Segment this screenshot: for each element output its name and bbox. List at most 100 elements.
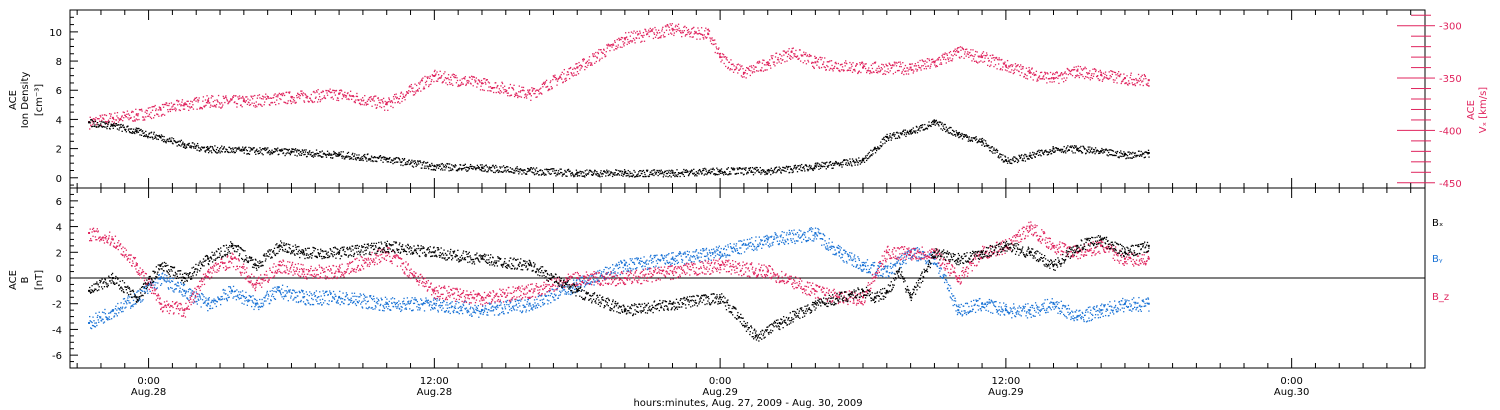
ion-density-sample (832, 164, 835, 166)
vx-sample (642, 36, 644, 38)
vx-sample (119, 117, 122, 120)
by-sample (183, 283, 186, 286)
vx-sample (189, 107, 191, 109)
ion-density-sample (581, 175, 583, 177)
vx-sample (645, 30, 647, 33)
ion-density-sample (780, 172, 782, 174)
vx-sample (608, 45, 611, 47)
ion-density-sample (733, 168, 736, 170)
ion-density-sample (939, 121, 942, 123)
vx-sample (956, 49, 958, 52)
ion-density-sample (1110, 154, 1112, 156)
vx-sample (803, 51, 805, 53)
ion-density-sample (1012, 157, 1014, 159)
ion-density-sample (769, 169, 771, 171)
vx-sample (726, 56, 728, 59)
ion-density-sample (812, 169, 814, 172)
by-sample (229, 290, 231, 293)
vx-sample (1104, 73, 1106, 76)
vx-sample (579, 64, 582, 66)
vx-sample (160, 115, 163, 117)
ion-density-sample (1143, 156, 1145, 159)
ion-density-sample (262, 154, 264, 156)
ion-density-sample (292, 148, 295, 150)
by-sample (166, 275, 168, 277)
vx-sample (287, 102, 289, 104)
vx-sample (955, 54, 957, 56)
vx-sample (704, 30, 706, 32)
vx-sample (1144, 75, 1146, 77)
vx-sample (1147, 82, 1149, 84)
vx-sample (874, 62, 876, 64)
ion-density-sample (148, 133, 150, 135)
by-sample (300, 299, 302, 302)
ion-density-sample (958, 131, 961, 134)
vx-sample (131, 110, 133, 112)
vx-sample (860, 71, 862, 74)
by-sample (401, 309, 403, 311)
ion-density-sample (719, 172, 722, 174)
ion-density-sample (544, 168, 546, 171)
ion-density-sample (143, 135, 145, 137)
ion-density-sample (912, 131, 914, 134)
ion-density-sample (356, 154, 358, 156)
ion-density-sample (797, 165, 800, 167)
by-sample (428, 302, 430, 304)
vx-sample (411, 87, 413, 90)
vx-sample (324, 97, 327, 100)
ion-density-sample (488, 166, 491, 168)
vx-sample (174, 107, 176, 109)
ion-density-sample (119, 124, 121, 126)
ion-density-sample (281, 148, 283, 150)
ion-density-sample (978, 140, 980, 143)
ion-density-sample (360, 157, 362, 159)
by-sample (398, 300, 400, 302)
vx-sample (653, 32, 655, 34)
vx-sample (342, 93, 344, 95)
vx-sample (400, 91, 403, 93)
vx-sample (952, 55, 954, 57)
vx-sample (413, 94, 416, 96)
vx-sample (620, 36, 623, 39)
by-sample (260, 305, 263, 307)
ion-density-sample (507, 169, 509, 171)
ion-density-sample (593, 171, 595, 173)
vx-sample (704, 36, 706, 38)
ion-density-tick-label: 6 (56, 86, 62, 97)
vx-sample (626, 43, 628, 46)
by-sample (393, 301, 395, 303)
vx-sample (99, 114, 101, 117)
ion-density-sample (552, 170, 554, 172)
ion-density-sample (358, 154, 360, 156)
ion-density-sample (212, 147, 214, 149)
vx-sample (782, 50, 784, 52)
by-sample (105, 316, 108, 319)
ion-density-sample (673, 174, 675, 176)
vx-sample (295, 94, 298, 97)
by-sample (419, 309, 421, 311)
vx-sample (816, 60, 819, 62)
vx-sample (703, 38, 705, 40)
ion-density-sample (1043, 153, 1045, 156)
vx-sample (433, 70, 436, 73)
vx-sample (148, 113, 151, 115)
ion-density-sample (281, 149, 284, 152)
vx-sample (138, 118, 140, 121)
ion-density-sample (597, 175, 599, 177)
vx-sample (619, 46, 622, 48)
ion-density-sample (278, 153, 280, 155)
ion-density-sample (110, 125, 112, 127)
ion-density-sample (181, 144, 183, 146)
ion-density-sample (274, 150, 276, 153)
vx-sample (254, 106, 256, 108)
vx-sample (160, 109, 162, 111)
ion-density-sample (1130, 152, 1132, 154)
ion-density-sample (349, 156, 351, 158)
by-sample (137, 290, 139, 292)
ion-density-sample (926, 128, 929, 130)
ion-density-sample (577, 174, 579, 177)
vx-sample (524, 94, 526, 96)
vx-sample (998, 57, 1000, 59)
by-sample (108, 316, 110, 318)
vx-sample (198, 97, 200, 99)
